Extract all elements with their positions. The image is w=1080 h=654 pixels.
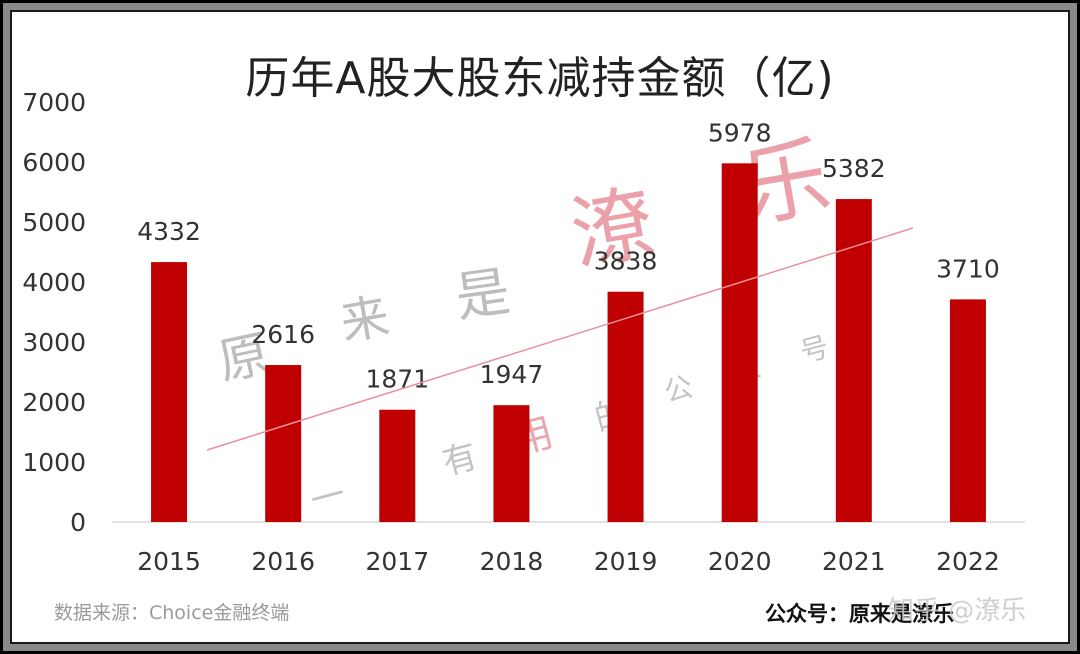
bar bbox=[265, 365, 302, 522]
site-watermark: 知乎 @潦乐 bbox=[888, 596, 1027, 626]
x-axis: 2015 2016 2017 2018 2019 2020 2021 2022 bbox=[137, 547, 1000, 576]
y-tick-label: 3000 bbox=[22, 328, 86, 357]
bar bbox=[835, 199, 872, 522]
bars: 4332 2616 1871 1947 3838 5978 5382 3710 bbox=[137, 118, 1000, 522]
y-tick-label: 6000 bbox=[22, 148, 86, 177]
data-label: 1947 bbox=[480, 360, 544, 389]
data-label: 3710 bbox=[936, 254, 1000, 283]
source-note: 数据来源：Choice金融终端 bbox=[54, 602, 290, 624]
x-tick-label: 2016 bbox=[251, 547, 315, 576]
bar bbox=[721, 163, 758, 522]
x-tick-label: 2022 bbox=[936, 547, 1000, 576]
data-label: 1871 bbox=[366, 365, 430, 394]
data-label: 4332 bbox=[137, 217, 201, 246]
bar bbox=[949, 299, 986, 522]
x-tick-label: 2018 bbox=[480, 547, 544, 576]
bar bbox=[151, 262, 188, 522]
y-tick-label: 2000 bbox=[22, 388, 86, 417]
trendline bbox=[206, 227, 914, 451]
data-label: 5978 bbox=[708, 118, 772, 147]
y-tick-label: 4000 bbox=[22, 268, 86, 297]
x-tick-label: 2019 bbox=[594, 547, 658, 576]
data-label: 5382 bbox=[822, 154, 886, 183]
x-tick-label: 2021 bbox=[822, 547, 886, 576]
data-label: 2616 bbox=[251, 320, 315, 349]
y-axis: 0 1000 2000 3000 4000 5000 6000 7000 bbox=[22, 88, 86, 537]
y-tick-label: 1000 bbox=[22, 448, 86, 477]
bar bbox=[607, 291, 644, 522]
x-tick-label: 2015 bbox=[137, 547, 201, 576]
x-tick-label: 2020 bbox=[708, 547, 772, 576]
x-tick-label: 2017 bbox=[366, 547, 430, 576]
chart-title: 历年A股大股东减持金额（亿) bbox=[245, 53, 835, 104]
y-tick-label: 7000 bbox=[22, 88, 86, 117]
y-tick-label: 0 bbox=[70, 508, 86, 537]
y-tick-label: 5000 bbox=[22, 208, 86, 237]
bar bbox=[493, 405, 530, 522]
data-label: 3838 bbox=[594, 247, 658, 276]
account-label: 公众号：原来是潦乐 bbox=[765, 602, 954, 626]
bar bbox=[379, 409, 416, 522]
